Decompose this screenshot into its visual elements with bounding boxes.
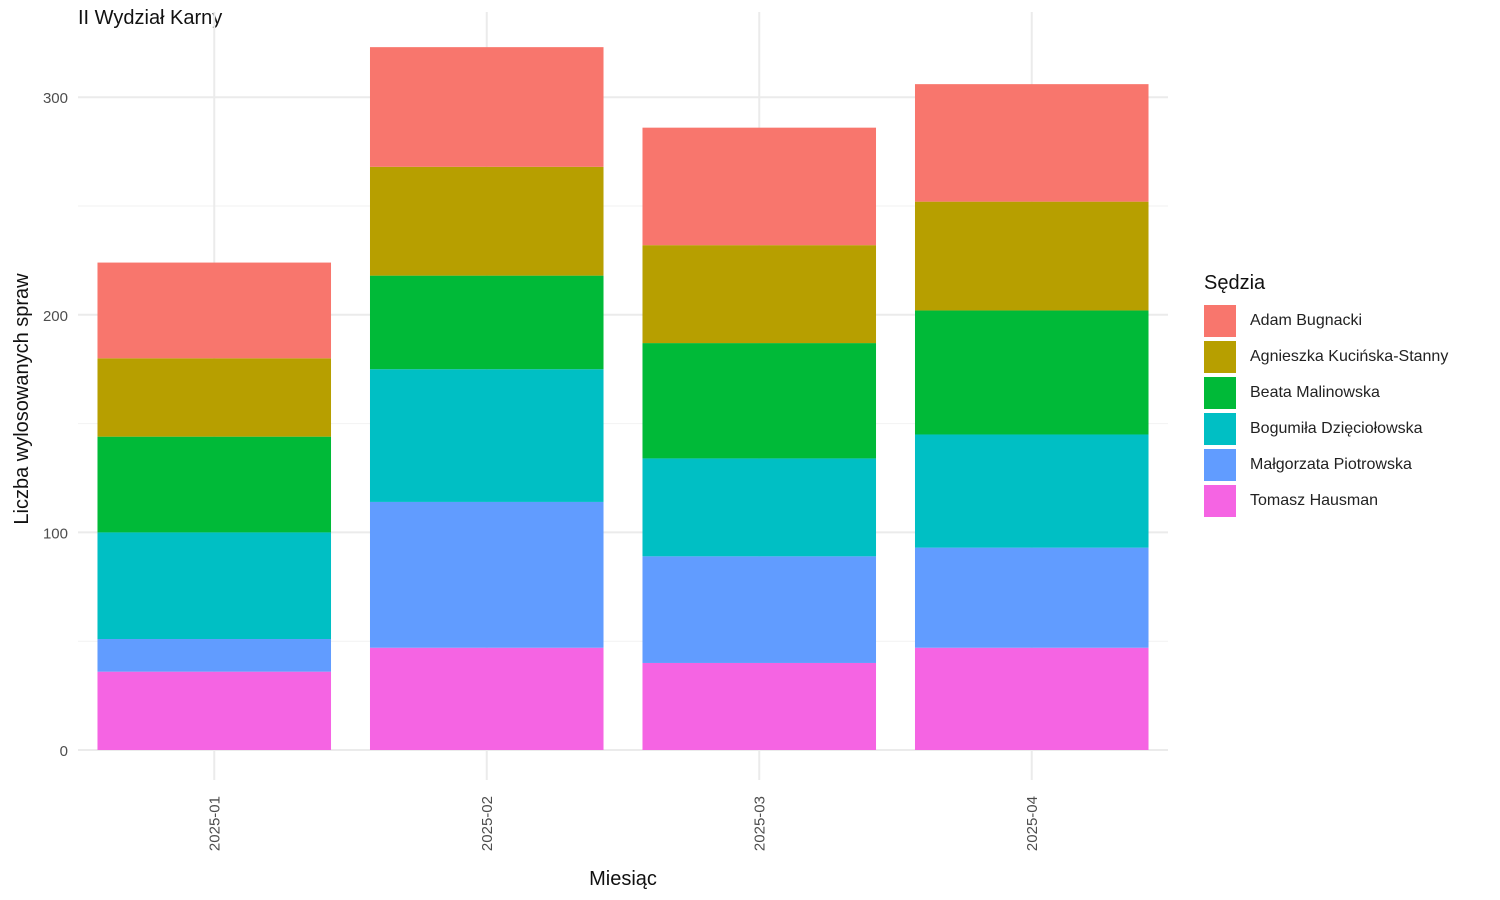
bar-segment — [914, 84, 1149, 202]
bar-segment — [642, 556, 877, 663]
bar-segment — [642, 343, 877, 459]
bar-segment — [369, 166, 604, 276]
legend-label: Adam Bugnacki — [1250, 312, 1363, 329]
bar-segment — [369, 369, 604, 502]
legend-swatch — [1204, 413, 1236, 445]
bar-segment — [97, 532, 332, 640]
legend-item: Adam Bugnacki — [1204, 303, 1448, 339]
legend-swatch — [1204, 305, 1236, 337]
bar-segment — [369, 47, 604, 167]
y-tick-label: 100 — [43, 525, 68, 542]
legend-label: Beata Malinowska — [1250, 384, 1380, 401]
legend-item: Małgorzata Piotrowska — [1204, 447, 1448, 483]
bar-segment — [914, 647, 1149, 750]
y-axis-title: Liczba wylosowanych spraw — [11, 273, 33, 525]
legend-item: Tomasz Hausman — [1204, 483, 1448, 519]
bar-segment — [97, 671, 332, 750]
bar-segment — [369, 501, 604, 648]
bar-segment — [914, 201, 1149, 311]
bar-segment — [914, 434, 1149, 548]
legend-swatch — [1204, 449, 1236, 481]
y-tick-label: 300 — [43, 90, 68, 107]
legend-title: Sędzia — [1204, 272, 1266, 294]
legend-item: Beata Malinowska — [1204, 375, 1448, 411]
bar-segment — [369, 647, 604, 750]
bar-segment — [642, 127, 877, 246]
legend-swatch — [1204, 485, 1236, 517]
bar-segment — [369, 275, 604, 370]
bar-segment — [97, 358, 332, 437]
legend: Sędzia Adam Bugnacki Agnieszka Kucińska-S… — [1204, 272, 1448, 519]
legend-label: Małgorzata Piotrowska — [1250, 456, 1412, 473]
x-axis-title: Miesiąc — [589, 868, 657, 890]
bar-segment — [914, 547, 1149, 648]
bar-segment — [97, 436, 332, 533]
y-tick-label: 0 — [60, 743, 68, 760]
legend-label: Agnieszka Kucińska-Stanny — [1250, 348, 1449, 365]
x-tick-label: 2025-04 — [1024, 796, 1041, 851]
chart-title: II Wydział Karny — [78, 7, 223, 29]
legend-item: Bogumiła Dzięciołowska — [1204, 411, 1448, 447]
x-tick-label: 2025-03 — [751, 796, 768, 851]
legend-swatch — [1204, 341, 1236, 373]
legend-items: Adam Bugnacki Agnieszka Kucińska-Stanny Be… — [1204, 303, 1448, 519]
bar-segment — [642, 662, 877, 750]
legend-label: Tomasz Hausman — [1250, 492, 1379, 509]
legend-swatch — [1204, 377, 1236, 409]
bar-segment — [97, 262, 332, 359]
bar-segment — [642, 245, 877, 344]
bar-segment — [914, 310, 1149, 435]
legend-item: Agnieszka Kucińska-Stanny — [1204, 339, 1448, 375]
y-tick-label: 200 — [43, 308, 68, 325]
bar-segment — [97, 639, 332, 672]
x-tick-label: 2025-02 — [479, 796, 496, 851]
x-tick-label: 2025-01 — [206, 796, 223, 851]
bar-segment — [642, 458, 877, 557]
legend-label: Bogumiła Dzięciołowska — [1250, 420, 1423, 437]
